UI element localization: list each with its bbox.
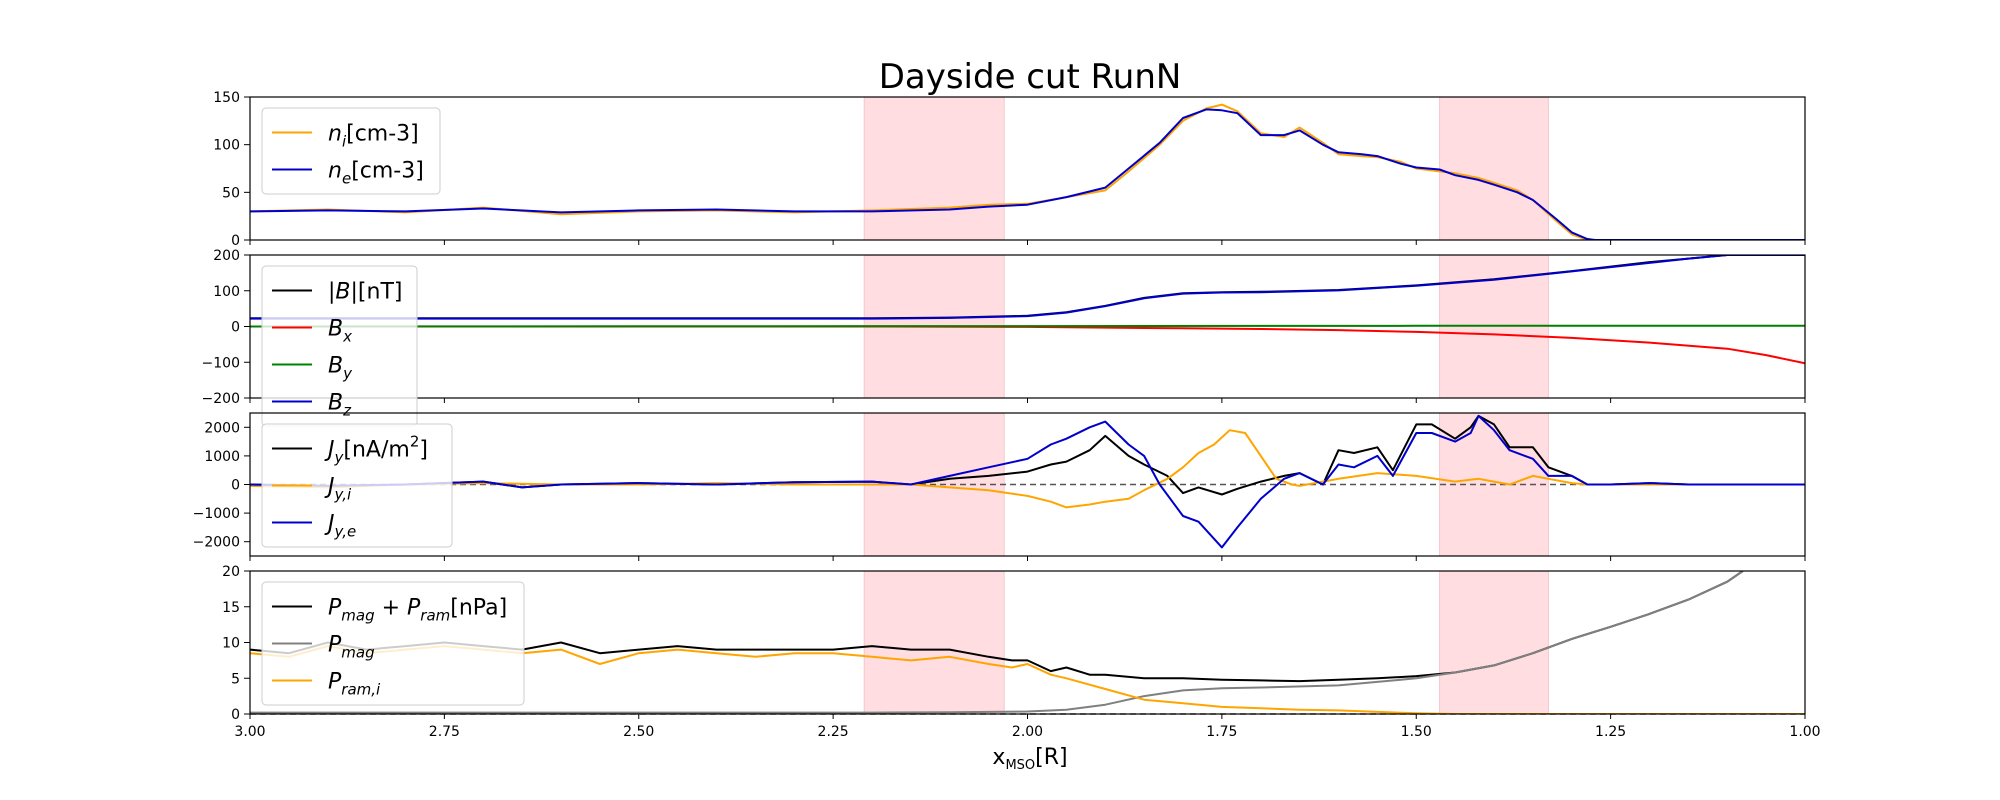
y-tick-label: 0 xyxy=(231,320,240,336)
series-line-n-i xyxy=(250,105,1805,240)
legend-label-part: B xyxy=(328,317,343,342)
legend-label-part: ram xyxy=(420,607,450,625)
y-tick-label: 20 xyxy=(222,564,240,580)
legend-label-part: x xyxy=(342,328,352,346)
legend-label-part: y xyxy=(342,365,353,383)
legend-density: ni​[cm-3] ne​[cm-3] xyxy=(262,108,440,194)
x-axis-label: xMSO[R] xyxy=(992,745,1067,773)
y-tick-label: 2000 xyxy=(204,420,240,436)
y-tick-label: −200 xyxy=(202,391,240,407)
y-tick-label: 50 xyxy=(222,185,240,201)
legend-current: Jy​[nA/m2] Jy,i​ Jy,e​ xyxy=(262,424,452,547)
series-line-j-y-e xyxy=(250,416,1805,548)
y-tick-label: −2000 xyxy=(193,535,240,551)
x-axis-label-main: x xyxy=(992,745,1005,770)
legend-label-part: e xyxy=(342,170,351,188)
legend-label: ni​[cm-3] xyxy=(328,122,419,151)
y-tick-label: 150 xyxy=(213,90,240,106)
x-axis-label-sub: MSO xyxy=(1005,758,1035,773)
y-tick-label: 15 xyxy=(222,600,240,616)
panel-current: −2000 −1000 0 1000 2000 Jy​[nA/m2] Jy,i​ Jy,e​ xyxy=(193,413,1805,561)
y-tick-label: 200 xyxy=(213,248,240,264)
x-tick-label: 2.00 xyxy=(1012,724,1043,740)
shaded-region-2 xyxy=(1440,97,1549,240)
y-tick-label: 0 xyxy=(231,707,240,723)
x-axis: 3.00 2.75 2.50 2.25 2.00 1.75 1.50 1.25 1.00 xyxy=(234,724,1820,740)
chart-panels: 050100150ni​[cm-3]ne​[cm-3]−200−10001002… xyxy=(193,90,1805,723)
x-tick-label: 2.75 xyxy=(429,724,460,740)
legend-label-part: B xyxy=(328,354,343,379)
y-tick-label: 10 xyxy=(222,636,240,652)
legend-label-part: [cm-3] xyxy=(346,122,419,147)
legend-label-part: [nT] xyxy=(358,280,403,305)
y-tick-label: −100 xyxy=(202,355,240,371)
x-tick-label: 1.50 xyxy=(1401,724,1432,740)
panel-series xyxy=(250,255,1805,363)
legend-label-part: [cm-3] xyxy=(351,159,424,184)
panel-frame xyxy=(250,97,1805,240)
legend-label-part: + P xyxy=(375,596,421,621)
legend-label-part: [nPa] xyxy=(450,596,507,621)
legend-label-part: ] xyxy=(419,438,428,463)
chart-title: Dayside cut RunN xyxy=(879,57,1182,97)
legend-magnetic: |B|[nT]Bx​By​Bz​ xyxy=(262,266,417,426)
y-tick-label: 100 xyxy=(213,284,240,300)
legend-label-part: z xyxy=(342,402,352,420)
y-tick-label: 5 xyxy=(231,671,240,687)
y-tick-label: −1000 xyxy=(193,506,240,522)
series-line-n-e xyxy=(250,109,1805,240)
x-axis-label-unit: [R] xyxy=(1035,745,1067,770)
legend-label-part: n xyxy=(328,159,342,184)
y-tick-label: 1000 xyxy=(204,449,240,465)
legend-label-part: P xyxy=(328,670,342,695)
series-line-b-y xyxy=(250,326,1805,327)
legend-label-part: y,i xyxy=(334,486,352,504)
legend-label-part: ram,i xyxy=(341,681,381,699)
y-tick-label: 0 xyxy=(231,478,240,494)
shaded-region-2 xyxy=(1440,571,1549,714)
legend-label-part: 2 xyxy=(410,433,420,451)
series-line--b- xyxy=(250,255,1805,318)
legend-label-part: P xyxy=(328,596,342,621)
legend-label-part: n xyxy=(328,122,342,147)
panel-series xyxy=(250,105,1805,240)
legend-label-part: mag xyxy=(341,644,374,662)
series-line-j-y-i xyxy=(250,430,1805,507)
x-tick-label: 1.00 xyxy=(1789,724,1820,740)
legend-label-part: mag xyxy=(341,607,374,625)
x-tick-label: 2.50 xyxy=(623,724,654,740)
legend-label-part: B xyxy=(328,391,343,416)
series-line-b-x xyxy=(250,327,1805,364)
shaded-region-1 xyxy=(864,97,1004,240)
legend-label-part: P xyxy=(328,633,342,658)
legend-pressure: Pmag​ + Pram​[nPa]Pmag​Pram,i​ xyxy=(262,582,524,705)
panel-series xyxy=(250,416,1805,548)
legend-label-part: y,e xyxy=(334,523,357,541)
legend-label: |B|[nT] xyxy=(328,280,402,305)
y-tick-label: 100 xyxy=(213,138,240,154)
x-tick-label: 2.25 xyxy=(818,724,849,740)
legend-label-part: [nA/m xyxy=(343,438,409,463)
series-line-b-z xyxy=(250,255,1805,319)
shaded-region-1 xyxy=(864,571,1004,714)
panel-pressure: 0 5 10 15 20 Pmag​ + Pram​[nPa] Pmag​ Pram,i​ xyxy=(222,564,1805,723)
y-tick-label: 0 xyxy=(231,233,240,249)
panel-density: 0 50 100 150 ni​[cm-3] ne​[cm-3] xyxy=(213,90,1805,249)
x-tick-label: 3.00 xyxy=(234,724,265,740)
x-tick-label: 1.75 xyxy=(1206,724,1237,740)
legend-label-part: |B| xyxy=(328,280,358,305)
x-tick-label: 1.25 xyxy=(1595,724,1626,740)
